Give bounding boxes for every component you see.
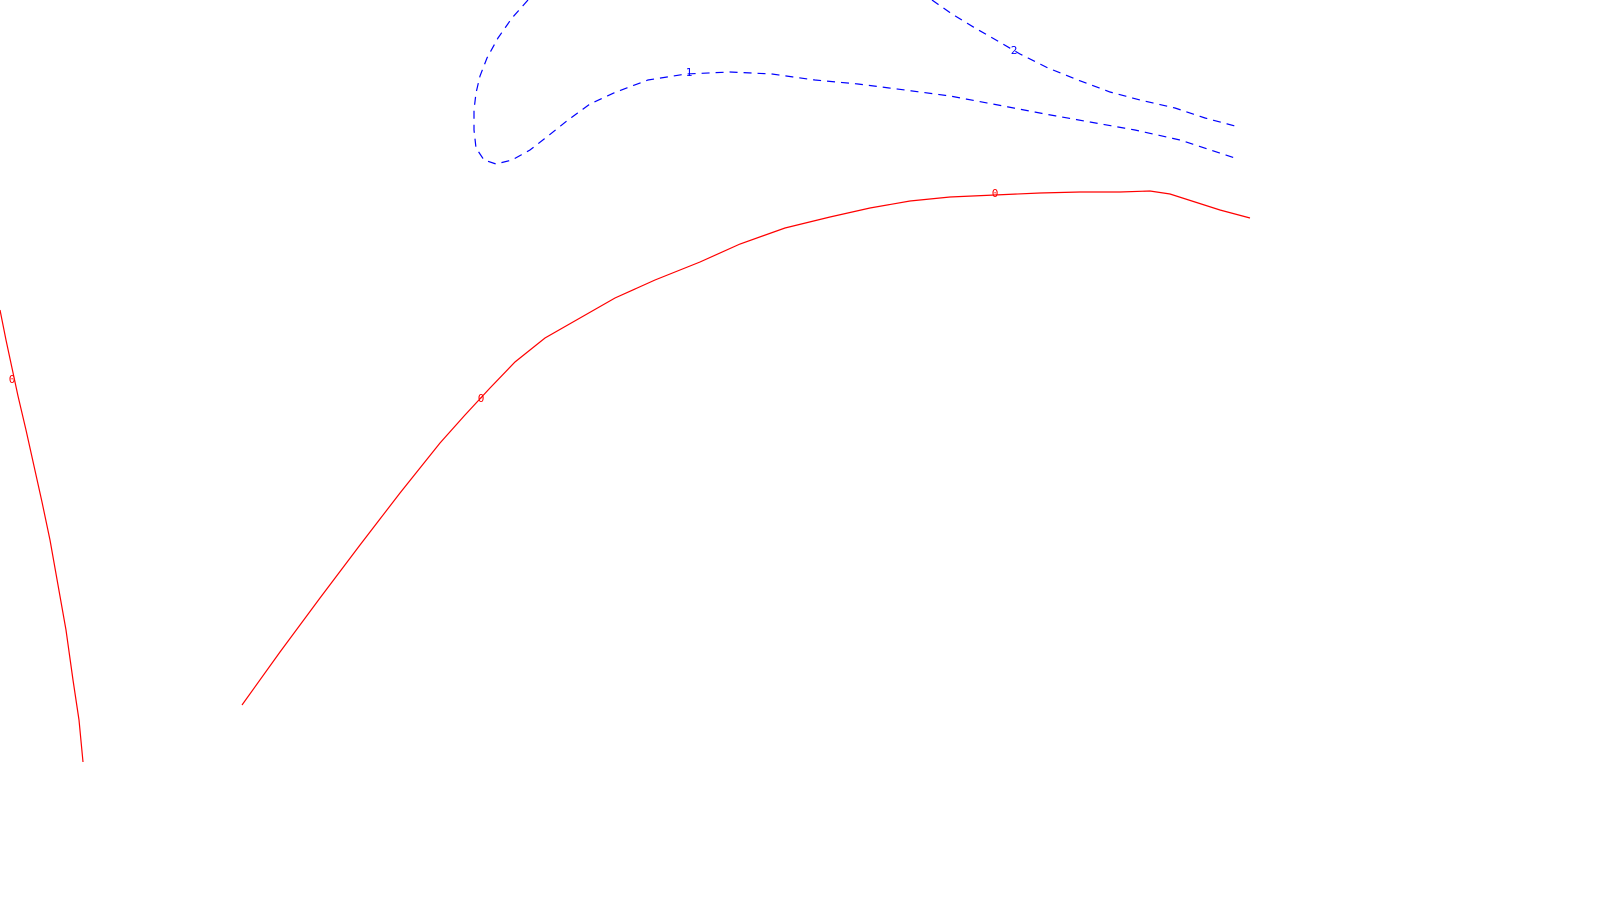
label-zero-left: 0 xyxy=(9,373,16,386)
label-two: 2 xyxy=(1011,44,1018,57)
label-zero-right: 0 xyxy=(992,187,999,200)
label-zero-mid: 0 xyxy=(478,392,485,405)
label-one: 1 xyxy=(686,66,693,79)
contour-zero-main-line xyxy=(241,190,1251,706)
contour-two-line xyxy=(931,0,1236,127)
contour-one-line xyxy=(473,0,1236,165)
contour-zero-left-line xyxy=(0,309,84,763)
